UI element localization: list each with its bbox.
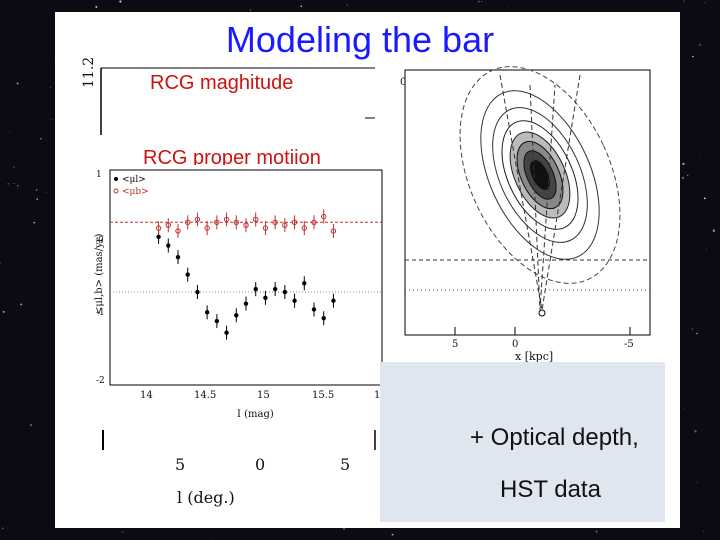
data-point-mul	[253, 286, 258, 292]
legend-entry-mub: <μb>	[122, 187, 149, 197]
legend-entry-mul: <μl>	[122, 175, 146, 185]
pm-y-tick: 0	[98, 236, 104, 246]
data-point-mul	[263, 295, 268, 301]
pm-y-label: <μl,b> (mas/yr)	[94, 234, 105, 315]
pm-x-tick: 14.5	[194, 390, 216, 401]
density-contours	[459, 66, 621, 284]
pm-x-label: I (mag)	[237, 409, 274, 420]
data-point-mul	[204, 310, 210, 315]
proper-motion-label: RCG proper motiion	[143, 147, 321, 169]
data-point-mul	[185, 272, 190, 277]
data-point-mul	[331, 298, 336, 303]
data-point-mub	[253, 216, 259, 223]
data-point-mub	[214, 219, 220, 225]
data-point-mul	[292, 298, 297, 303]
magnitude-label: RCG maghitude	[150, 72, 294, 94]
proper-motion-plot: <μl> <μb> <μl,b> (mas/yr) 1 0 -1 -2 14 1…	[92, 165, 392, 425]
bottom-x-tick: 0	[255, 455, 265, 474]
bottom-x-label: l (deg.)	[177, 488, 235, 507]
data-point-mub	[282, 222, 288, 228]
data-point-mul	[214, 318, 220, 324]
data-point-mul	[302, 281, 307, 286]
data-point-mub	[204, 225, 210, 231]
data-point-mul	[195, 289, 200, 295]
pm-y-tick: 1	[96, 170, 102, 180]
data-point-mul	[175, 254, 181, 260]
data-point-mul	[311, 307, 317, 312]
data-point-mul	[156, 234, 161, 240]
data-point-mub	[262, 225, 269, 231]
map-x-tick: -5	[624, 339, 634, 350]
bottom-x-tick: 5	[340, 455, 350, 474]
data-point-mub	[233, 219, 239, 225]
note-panel	[380, 362, 665, 522]
data-point-mub	[194, 216, 201, 223]
map-top-tick: 0	[400, 77, 406, 88]
map-x-tick: 0	[512, 339, 518, 350]
data-point-mul	[243, 301, 249, 306]
data-point-mub	[330, 228, 337, 234]
map-x-tick: 5	[452, 339, 458, 350]
data-point-mub	[223, 216, 230, 223]
data-point-mub	[301, 225, 307, 231]
data-point-mul	[166, 243, 171, 248]
data-point-mub	[185, 219, 191, 225]
bottom-axis-fragment: 5 0 5 l (deg.)	[102, 430, 376, 507]
data-point-mul	[321, 315, 326, 321]
bottom-x-tick: 5	[175, 455, 185, 474]
slide-title: Modeling the bar	[225, 19, 495, 60]
pm-x-tick: 15	[257, 390, 270, 401]
map-plot: 0 5 0 -5 x [kpc]	[380, 65, 665, 365]
data-point-mub	[291, 219, 298, 225]
data-point-mub	[321, 213, 327, 220]
data-point-mul	[224, 330, 229, 335]
data-point-mul	[272, 286, 278, 292]
data-point-mub	[272, 219, 278, 225]
pm-y-tick: -1	[96, 308, 105, 318]
data-point-mul	[234, 313, 239, 318]
note-line-optical-depth: + Optical depth,	[470, 424, 639, 451]
data-point-mub	[311, 219, 317, 225]
pm-x-tick: 15.5	[312, 390, 334, 401]
data-point-mub	[175, 228, 181, 234]
pm-y-tick: -2	[96, 376, 105, 386]
rotated-tick-value: 11.2	[81, 57, 97, 88]
top-left-plot-fragment: 11.2	[81, 57, 375, 135]
data-point-mub	[243, 222, 249, 228]
data-point-mul	[282, 289, 288, 295]
data-point-mub	[155, 225, 162, 231]
map-x-label: x [kpc]	[515, 350, 553, 363]
pm-x-tick: 14	[140, 390, 153, 401]
note-line-hst-data: HST data	[500, 476, 601, 503]
data-point-mub	[165, 222, 171, 228]
